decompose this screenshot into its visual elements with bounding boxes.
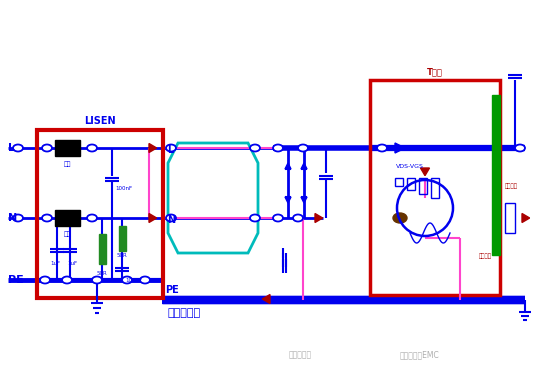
Bar (505, 203, 515, 233)
Polygon shape (149, 144, 156, 152)
Ellipse shape (393, 213, 407, 223)
Ellipse shape (166, 215, 176, 221)
Ellipse shape (42, 144, 52, 152)
Ellipse shape (293, 215, 303, 221)
Text: VDS-VGS: VDS-VGS (396, 164, 424, 169)
Ellipse shape (377, 144, 387, 152)
Ellipse shape (13, 215, 23, 221)
Polygon shape (395, 143, 405, 153)
Text: 高阻: 高阻 (63, 161, 70, 166)
Ellipse shape (250, 144, 260, 152)
Ellipse shape (122, 277, 132, 283)
Text: 100nF: 100nF (115, 186, 132, 191)
Bar (492, 95, 500, 255)
Polygon shape (522, 213, 530, 223)
Bar (395, 178, 403, 186)
Text: LISEN: LISEN (84, 116, 116, 126)
Bar (407, 178, 415, 190)
Ellipse shape (298, 144, 308, 152)
Text: N: N (8, 213, 17, 223)
Text: L: L (167, 145, 173, 155)
Text: T电容: T电容 (427, 67, 443, 76)
Polygon shape (285, 197, 291, 203)
Ellipse shape (515, 144, 525, 152)
Polygon shape (262, 295, 270, 304)
Bar (55, 210, 80, 226)
Bar (370, 80, 500, 295)
Ellipse shape (273, 144, 283, 152)
Text: 1uF: 1uF (67, 261, 77, 266)
Ellipse shape (42, 215, 52, 221)
Text: 50R: 50R (116, 253, 128, 258)
Text: 高阻: 高阻 (63, 231, 70, 237)
Polygon shape (301, 197, 307, 203)
Text: L: L (8, 143, 15, 153)
Text: 1uF: 1uF (50, 261, 60, 266)
Bar (119, 226, 125, 250)
Polygon shape (301, 163, 307, 169)
Bar (419, 178, 427, 194)
Ellipse shape (87, 215, 97, 221)
Ellipse shape (13, 144, 23, 152)
Text: 输出电容: 输出电容 (505, 183, 518, 189)
Text: PE: PE (165, 285, 179, 295)
Text: 100nF: 100nF (125, 278, 142, 283)
Polygon shape (420, 168, 429, 176)
Polygon shape (315, 213, 323, 223)
Ellipse shape (62, 277, 72, 283)
Ellipse shape (92, 277, 102, 283)
Text: 电子产品物: 电子产品物 (288, 351, 311, 360)
Bar (431, 178, 439, 198)
Polygon shape (149, 213, 156, 223)
Text: 参考接地板: 参考接地板 (168, 308, 201, 318)
Bar (98, 234, 106, 264)
Bar (55, 140, 80, 156)
Ellipse shape (87, 144, 97, 152)
Polygon shape (285, 163, 291, 169)
Text: 储能电容: 储能电容 (478, 253, 491, 259)
Ellipse shape (273, 215, 283, 221)
Bar (37, 130, 163, 298)
Text: 50R: 50R (97, 271, 107, 276)
Text: PE: PE (8, 275, 23, 285)
Ellipse shape (250, 215, 260, 221)
Text: N: N (167, 215, 175, 225)
Ellipse shape (40, 277, 50, 283)
Text: 抗电磁兼容EMC: 抗电磁兼容EMC (400, 351, 440, 360)
Ellipse shape (166, 144, 176, 152)
Ellipse shape (140, 277, 150, 283)
